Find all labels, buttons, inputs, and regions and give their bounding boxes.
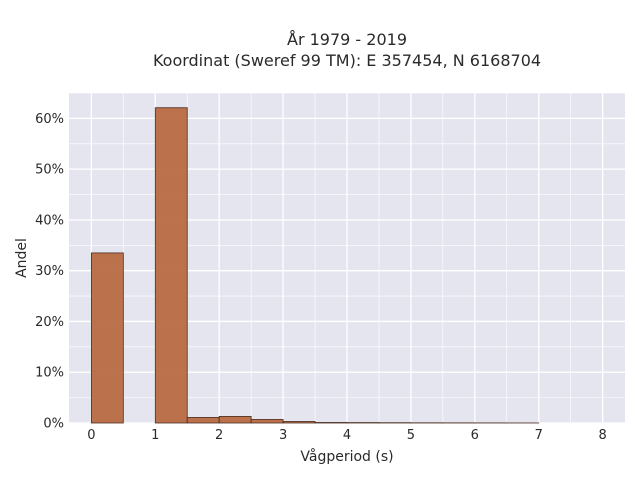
x-tick-label: 0 [87, 428, 95, 443]
y-tick-label: 60% [35, 112, 64, 127]
histogram-bar [315, 422, 347, 423]
x-tick-label: 8 [598, 428, 606, 443]
x-tick-label: 2 [215, 428, 223, 443]
histogram-bar [219, 416, 251, 423]
x-tick-label: 5 [407, 428, 415, 443]
y-tick-label: 0% [43, 417, 64, 432]
y-tick-label: 50% [35, 163, 64, 178]
y-tick-label: 40% [35, 213, 64, 228]
chart-title: År 1979 - 2019 [287, 30, 407, 49]
histogram-bar [251, 419, 283, 423]
histogram-bar [155, 108, 187, 423]
x-tick-label: 4 [343, 428, 351, 443]
x-tick-label: 6 [471, 428, 479, 443]
x-tick-label: 7 [535, 428, 543, 443]
chart-subtitle: Koordinat (Sweref 99 TM): E 357454, N 61… [153, 51, 541, 70]
histogram-bar [187, 417, 219, 423]
y-tick-label: 10% [35, 366, 64, 381]
x-tick-label: 3 [279, 428, 287, 443]
y-axis-label: Andel [14, 238, 30, 278]
histogram-bar [91, 253, 123, 423]
y-tick-label: 30% [35, 264, 64, 279]
histogram-bar [283, 421, 315, 423]
x-tick-label: 1 [151, 428, 159, 443]
y-tick-label: 20% [35, 315, 64, 330]
x-axis-label: Vågperiod (s) [300, 448, 393, 465]
